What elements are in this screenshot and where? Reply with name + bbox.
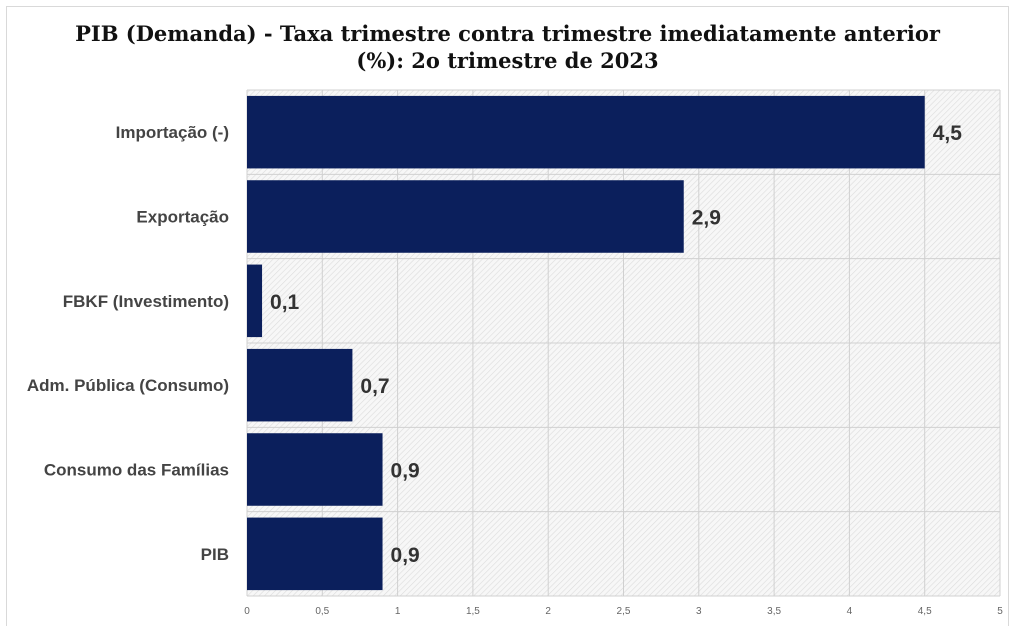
- category-label: Importação (-): [116, 123, 229, 142]
- bar: [247, 517, 383, 591]
- x-tick-label: 0,5: [315, 606, 329, 617]
- x-tick-label: 1,5: [466, 606, 480, 617]
- bar: [247, 433, 383, 506]
- x-tick-label: 4: [847, 606, 853, 617]
- category-label: PIB: [201, 545, 229, 564]
- chart-title-line-1: PIB (Demanda) - Taxa trimestre contra tr…: [75, 21, 940, 46]
- data-label: 0,9: [391, 544, 420, 567]
- gridlines: [246, 89, 1001, 597]
- data-label: 0,1: [270, 291, 300, 314]
- x-axis-ticks: 0 0,5 1 1,5 2 2,5 3 3,5 4 4,5 5: [244, 606, 1003, 617]
- x-tick-label: 4,5: [918, 606, 932, 617]
- bar: [247, 180, 684, 253]
- bar: [247, 264, 263, 338]
- x-tick-label: 2,5: [617, 606, 631, 617]
- data-label: 0,7: [360, 375, 389, 398]
- category-label: Exportação: [136, 208, 229, 227]
- bars: [247, 95, 925, 591]
- data-label: 2,9: [692, 207, 721, 230]
- x-tick-label: 1: [395, 606, 401, 617]
- category-label: Adm. Pública (Consumo): [27, 376, 229, 395]
- x-tick-label: 3: [696, 606, 702, 617]
- bar: [247, 95, 925, 169]
- x-tick-label: 5: [997, 606, 1003, 617]
- chart-title-line-2: (%): 2o trimestre de 2023: [356, 48, 659, 73]
- category-labels: Importação (-) Exportação FBKF (Investimen…: [27, 123, 229, 564]
- category-label: FBKF (Investimento): [63, 292, 229, 311]
- bar: [247, 348, 353, 422]
- x-tick-label: 0: [244, 606, 250, 617]
- x-tick-label: 3,5: [767, 606, 781, 617]
- chart-title: PIB (Demanda) - Taxa trimestre contra tr…: [20, 20, 995, 74]
- value-labels: 4,5 2,9 0,1 0,7 0,9 0,9: [270, 122, 962, 567]
- category-label: Consumo das Famílias: [44, 461, 229, 480]
- chart-frame: [6, 6, 1009, 626]
- data-label: 0,9: [391, 460, 420, 483]
- data-label: 4,5: [933, 122, 963, 145]
- x-tick-label: 2: [545, 606, 551, 617]
